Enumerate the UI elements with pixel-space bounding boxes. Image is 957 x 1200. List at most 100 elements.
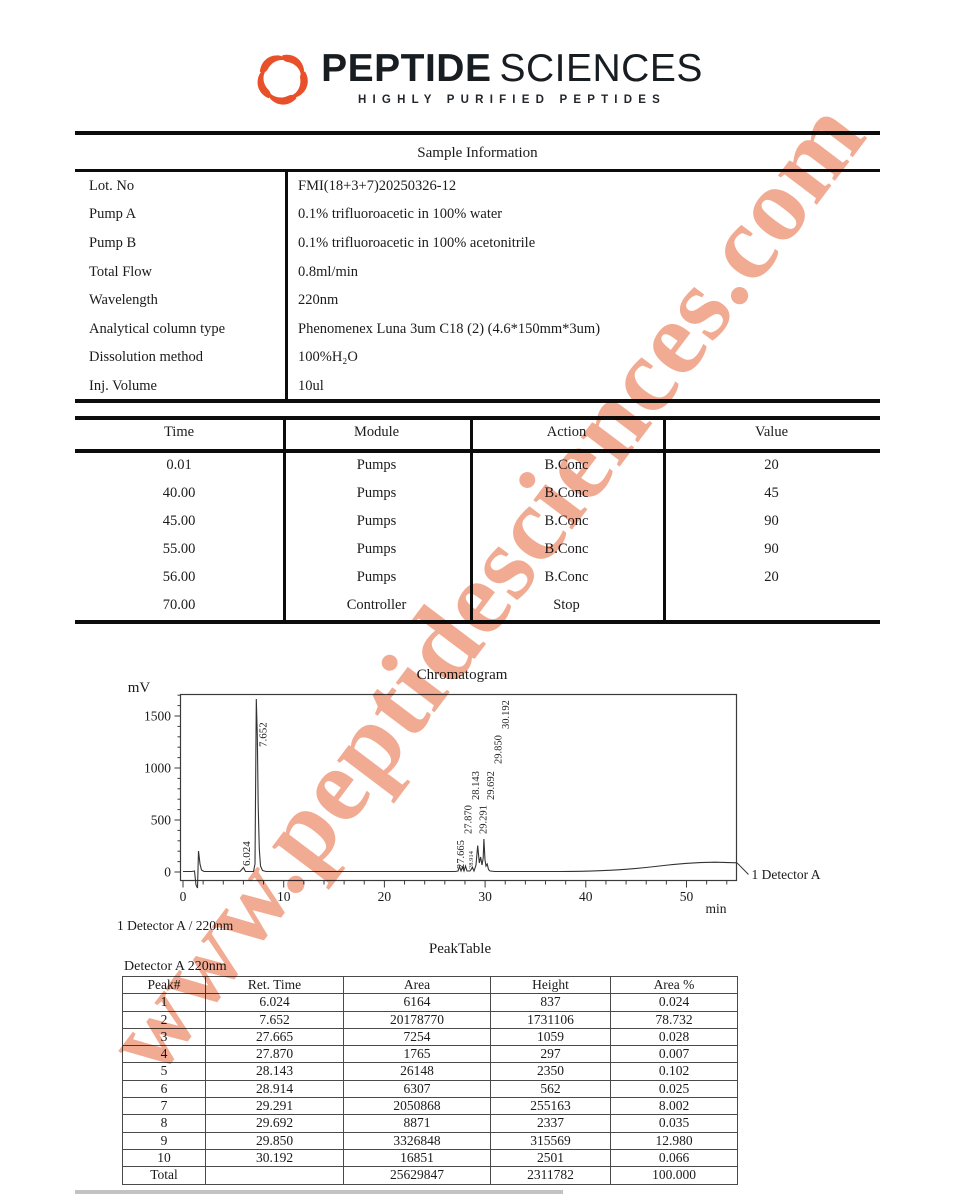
peak-cell-areapct: 78.732 — [610, 1010, 738, 1029]
x-axis-unit-label: min — [705, 901, 726, 916]
peak-header-areapct: Area % — [610, 975, 738, 995]
chromatogram-title: Chromatogram — [417, 667, 508, 683]
peak-cell-rettime: 27.665 — [205, 1027, 344, 1047]
peak-cell-area: 2050868 — [343, 1097, 491, 1116]
peak-cell-number: 8 — [122, 1114, 206, 1133]
detector-trace — [183, 698, 738, 889]
peak-header-rettime: Ret. Time — [205, 975, 344, 995]
peak-cell-rettime: 29.291 — [205, 1097, 344, 1116]
peak-cell-rettime: 27.870 — [205, 1045, 344, 1064]
sample-info-label: Analytical column type — [89, 320, 226, 337]
sample-info-value: FMI(18+3+7)20250326-12 — [298, 177, 457, 194]
peak-cell-rettime: 30.192 — [205, 1148, 344, 1168]
cell-value: 20 — [764, 457, 779, 474]
peak-cell-rettime: 7.652 — [205, 1010, 344, 1029]
sample-info-label: Pump B — [89, 234, 137, 251]
program-table-row: 70.00 Controller Stop — [75, 591, 880, 619]
cell-time: 55.00 — [162, 541, 196, 558]
peak-label-6.024: 6.024 — [241, 841, 253, 866]
header-value: Value — [754, 424, 788, 440]
peak-table-row: Total 25629847 2311782 100.000 — [122, 1166, 738, 1185]
peak-cell-areapct: 0.035 — [610, 1114, 738, 1133]
cell-module: Pumps — [356, 513, 397, 530]
peak-cell-number: 2 — [122, 1010, 206, 1029]
tick-label: 0 — [180, 889, 187, 904]
peak-table-row: 2 7.652 20178770 1731106 78.732 — [122, 1010, 738, 1029]
peak-cell-area: 16851 — [343, 1148, 491, 1168]
axis-ticks — [174, 694, 728, 888]
peak-cell-areapct: 0.025 — [610, 1079, 738, 1099]
program-table-row: 0.01 Pumps B.Conc 20 — [75, 452, 880, 480]
peak-cell-rettime: 28.914 — [205, 1079, 344, 1099]
sample-info-row: Analytical column type Phenomenex Luna 3… — [75, 315, 880, 344]
program-table-body: 0.01 Pumps B.Conc 20 40.00 Pumps B.Conc … — [75, 452, 880, 619]
peak-table-row: 3 27.665 7254 1059 0.028 — [122, 1027, 738, 1047]
peak-table-row: 5 28.143 26148 2350 0.102 — [122, 1062, 738, 1081]
logo-text: PEPTIDE SCIENCES HIGHLY PURIFIED PEPTIDES — [321, 47, 703, 106]
peak-label-29.692: 29.692 — [486, 771, 497, 800]
peak-cell-number: 1 — [122, 993, 206, 1012]
peak-table-row: 4 27.870 1765 297 0.007 — [122, 1045, 738, 1064]
peak-table-row: 1 6.024 6164 837 0.024 — [122, 993, 738, 1012]
tick-label: 20 — [378, 889, 392, 904]
sample-info-label: Total Flow — [89, 263, 153, 280]
peak-cell-area: 26148 — [343, 1062, 491, 1081]
program-divider-3 — [663, 416, 666, 623]
rule-program-header — [75, 449, 880, 453]
detector-caption: 1 Detector A / 220nm — [117, 918, 234, 933]
peak-cell-height: 255163 — [490, 1097, 611, 1116]
peak-cell-height: 297 — [490, 1045, 611, 1064]
peak-cell-area: 3326848 — [343, 1131, 491, 1150]
program-table-header: Time Module Action Value — [75, 424, 880, 441]
peak-cell-area: 1765 — [343, 1045, 491, 1064]
peak-cell-areapct: 12.980 — [610, 1131, 738, 1150]
brand-name-light: SCIENCES — [499, 47, 703, 90]
tick-label: 1000 — [144, 761, 171, 776]
sample-info-value: 220nm — [298, 292, 339, 309]
peak-cell-height: 1731106 — [490, 1010, 611, 1029]
peak-cell-height: 1059 — [490, 1027, 611, 1047]
cell-module: Pumps — [356, 485, 397, 502]
peak-table-row: 7 29.291 2050868 255163 8.002 — [122, 1097, 738, 1116]
rule-sample-bottom — [75, 399, 880, 403]
peak-cell-number: 9 — [122, 1131, 206, 1150]
peak-cell-rettime: 29.692 — [205, 1114, 344, 1133]
cell-module: Pumps — [356, 569, 397, 585]
peak-cell-rettime: 28.143 — [205, 1062, 344, 1081]
sample-info-row: Wavelength 220nm — [75, 286, 880, 315]
cell-action: B.Conc — [544, 569, 589, 585]
peak-cell-height: 315569 — [490, 1131, 611, 1150]
cell-value: 90 — [764, 513, 779, 530]
peak-label-27.870: 27.870 — [464, 805, 475, 834]
sample-info-value: Phenomenex Luna 3um C18 (2) (4.6*150mm*3… — [298, 320, 601, 337]
peak-cell-area: 8871 — [343, 1114, 491, 1133]
peak-cell-area: 7254 — [343, 1027, 491, 1047]
sample-info-label: Wavelength — [89, 292, 158, 309]
peak-cell-number: 5 — [122, 1062, 206, 1081]
peak-cell-area: 25629847 — [343, 1166, 491, 1185]
peak-header-height: Height — [490, 975, 611, 995]
peptide-sciences-swirl-icon — [254, 51, 312, 110]
program-divider-1 — [283, 416, 286, 623]
peak-cell-area: 6164 — [343, 993, 491, 1012]
peak-table-body: 1 6.024 6164 837 0.024 2 7.652 20178770 … — [122, 993, 738, 1185]
y-axis-unit-label: mV — [128, 680, 151, 696]
peak-cell-number: 4 — [122, 1045, 206, 1064]
peak-cell-area: 20178770 — [343, 1010, 491, 1029]
peak-cell-number: 7 — [122, 1097, 206, 1116]
peak-cell-areapct: 0.007 — [610, 1045, 738, 1064]
peak-cell-height: 562 — [490, 1079, 611, 1099]
cell-value: 20 — [764, 569, 779, 585]
peak-retention-labels: 6.024 7.652 27.665 27.870 28.143 28.914 29.291… — [241, 700, 512, 869]
cell-time: 40.00 — [162, 485, 196, 502]
page-bottom-edge — [75, 1190, 563, 1194]
peak-table-subtitle: Detector A 220nm — [124, 959, 227, 974]
peak-label-27.665: 27.665 — [456, 840, 467, 869]
tick-label: 500 — [151, 813, 172, 828]
sample-info-label: Pump A — [89, 206, 137, 223]
peak-label-28.914: 28.914 — [468, 850, 475, 869]
peak-table-row: 10 30.192 16851 2501 0.066 — [122, 1148, 738, 1168]
cell-action: B.Conc — [544, 485, 589, 502]
peak-cell-rettime: 6.024 — [205, 993, 344, 1012]
rule-program-bottom — [75, 620, 880, 624]
